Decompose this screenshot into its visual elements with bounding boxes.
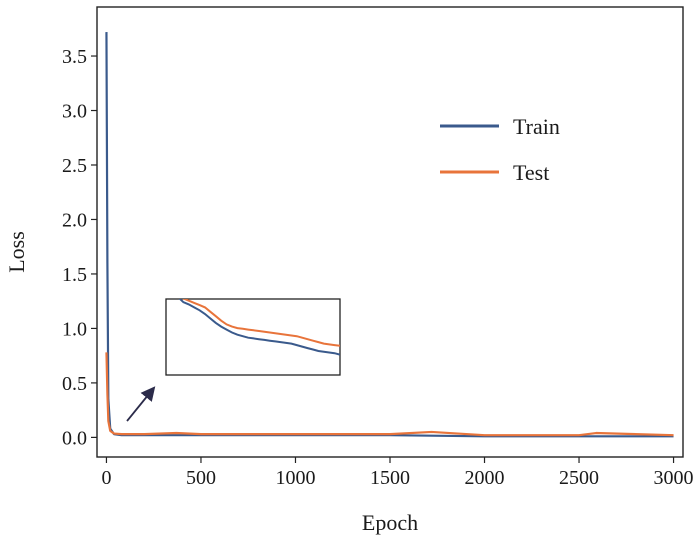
y-tick-label: 2.5 bbox=[62, 155, 87, 177]
y-tick-label: 0.0 bbox=[62, 427, 87, 449]
x-tick-label: 1500 bbox=[370, 467, 410, 489]
y-tick-label: 1.5 bbox=[62, 264, 87, 286]
x-tick-label: 500 bbox=[186, 467, 216, 489]
plot-area-border bbox=[96, 6, 684, 458]
y-tick-label: 0.5 bbox=[62, 373, 87, 395]
x-tick-label: 2000 bbox=[465, 467, 505, 489]
y-tick-label: 2.0 bbox=[62, 209, 87, 231]
y-axis-title: Loss bbox=[4, 231, 29, 273]
x-tick-label: 0 bbox=[101, 467, 111, 489]
inset-line-train bbox=[178, 299, 340, 356]
legend-label: Train bbox=[513, 114, 560, 139]
legend-item-test: Test bbox=[440, 160, 549, 185]
x-tick-label: 3000 bbox=[654, 467, 694, 489]
x-axis-title: Epoch bbox=[362, 510, 418, 535]
y-tick-label: 3.0 bbox=[62, 101, 87, 123]
inset-zoom-box bbox=[165, 298, 341, 376]
series-line-train bbox=[105, 32, 674, 438]
y-tick-label: 3.5 bbox=[62, 46, 87, 68]
x-tick-label: 2500 bbox=[559, 467, 599, 489]
zoom-arrow bbox=[126, 386, 156, 422]
inset-line-test bbox=[182, 299, 340, 347]
legend-item-train: Train bbox=[440, 114, 560, 139]
x-tick-label: 1000 bbox=[275, 467, 315, 489]
legend-label: Test bbox=[513, 160, 549, 185]
y-tick-label: 1.0 bbox=[62, 318, 87, 340]
series-line-test bbox=[105, 352, 674, 437]
